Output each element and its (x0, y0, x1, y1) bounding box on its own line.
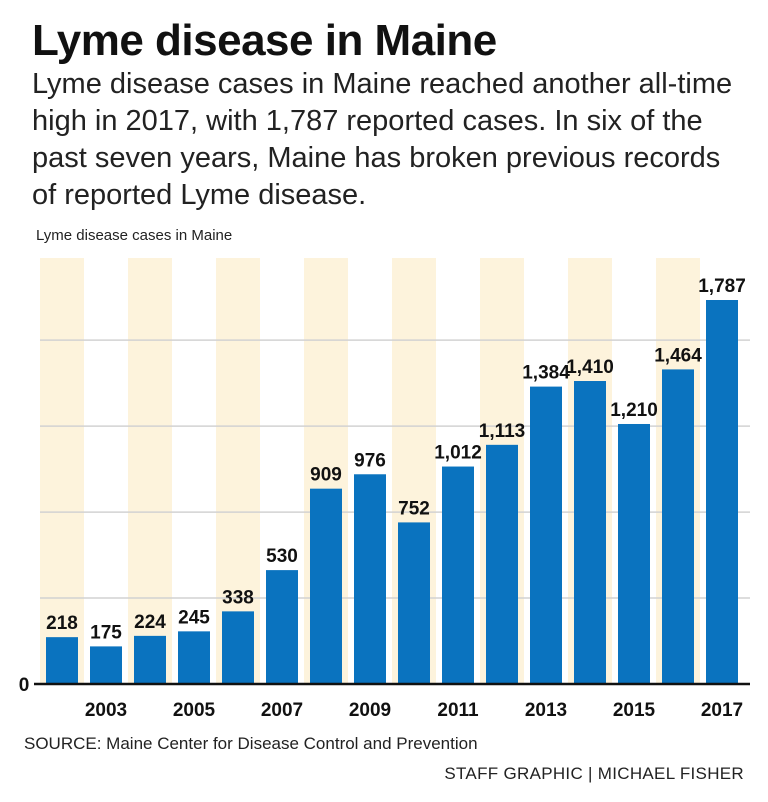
x-tick-label-2015: 2015 (613, 700, 656, 721)
bar-2002 (46, 637, 78, 684)
background-band (40, 258, 84, 684)
data-label-2008: 909 (310, 465, 342, 486)
bar-2006 (222, 611, 254, 684)
data-label-2013: 1,384 (522, 363, 570, 384)
bar-2014 (574, 381, 606, 684)
bar-2007 (266, 570, 298, 684)
data-label-2004: 224 (134, 612, 166, 633)
chart-title: Lyme disease cases in Maine (36, 227, 233, 244)
bar-2010 (398, 522, 430, 684)
data-label-2006: 338 (222, 587, 254, 608)
bar-2005 (178, 631, 210, 684)
x-tick-label-2009: 2009 (349, 700, 391, 721)
bar-2004 (134, 635, 166, 684)
page-title: Lyme disease in Maine (32, 16, 497, 65)
data-label-2009: 976 (354, 450, 386, 471)
bar-2011 (442, 466, 474, 684)
x-tick-label-2005: 2005 (173, 700, 216, 721)
data-label-2012: 1,113 (479, 421, 526, 442)
bar-2017 (706, 300, 738, 684)
y-tick-label: 0 (19, 675, 30, 696)
source-note: SOURCE: Maine Center for Disease Control… (24, 734, 478, 753)
x-tick-label-2007: 2007 (261, 700, 303, 721)
bar-2016 (662, 369, 694, 684)
bar-2009 (354, 474, 386, 684)
bar-2003 (90, 646, 122, 684)
x-tick-label-2011: 2011 (437, 700, 479, 721)
staff-credit: STAFF GRAPHIC | MICHAEL FISHER (444, 764, 744, 783)
x-tick-label-2003: 2003 (85, 700, 127, 721)
data-label-2015: 1,210 (610, 400, 658, 421)
data-label-2016: 1,464 (654, 345, 702, 366)
x-tick-label-2017: 2017 (701, 700, 743, 721)
data-label-2011: 1,012 (434, 443, 482, 464)
data-label-2002: 218 (46, 613, 78, 634)
bar-2015 (618, 423, 650, 684)
bar-2013 (530, 386, 562, 684)
background-band (128, 258, 172, 684)
data-label-2005: 245 (178, 607, 210, 628)
data-label-2014: 1,410 (566, 357, 614, 378)
page-subtitle: Lyme disease cases in Maine reached anot… (32, 68, 733, 211)
bar-2012 (486, 444, 518, 684)
bar-2008 (310, 488, 342, 684)
data-label-2017: 1,787 (698, 276, 746, 297)
data-label-2010: 752 (398, 498, 430, 519)
data-label-2007: 530 (266, 546, 298, 567)
x-tick-label-2013: 2013 (525, 700, 567, 721)
data-label-2003: 175 (90, 622, 122, 643)
